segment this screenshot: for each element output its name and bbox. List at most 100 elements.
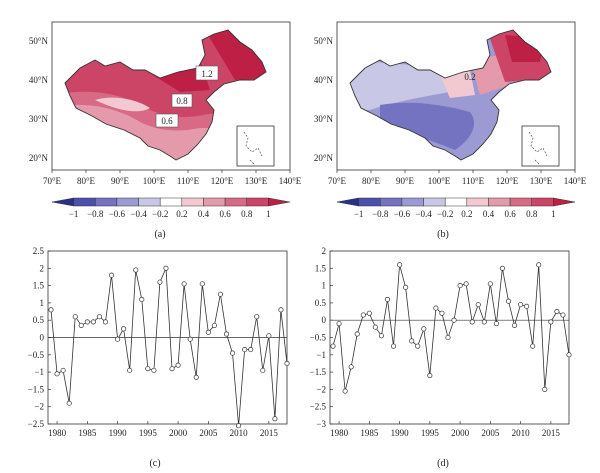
x-tick-label: 1995 (421, 428, 440, 438)
colorbar-segment (553, 197, 576, 207)
data-point (108, 272, 115, 278)
y-tick-label: −2 (316, 384, 326, 394)
x-tick-label: 1985 (78, 428, 97, 438)
colorbar-segment (531, 197, 554, 207)
data-point (427, 373, 433, 379)
data-point (475, 302, 481, 308)
colorbar-segment (466, 197, 489, 207)
map-b-band-1 (505, 35, 545, 62)
map-a-lat-tick: 30°N (29, 114, 49, 124)
data-point (487, 281, 493, 287)
data-point (469, 319, 475, 325)
data-point (390, 343, 397, 349)
data-point (199, 281, 205, 287)
data-point (397, 262, 403, 268)
lon-tick-label: 100°E (428, 176, 451, 186)
y-tick-label: 1.5 (33, 281, 45, 291)
data-point (511, 322, 518, 328)
lon-tick-label: 120°E (211, 176, 234, 186)
y-tick-label: 1 (322, 281, 327, 291)
lon-tick-label: 130°E (530, 176, 553, 186)
data-point (505, 298, 512, 304)
data-point (157, 279, 163, 285)
chart-d-caption: (d) (437, 458, 449, 469)
data-point (223, 331, 230, 337)
colorbar-tick-label: −0.8 (87, 209, 104, 219)
map-a-lat-tick: 40°N (29, 75, 49, 85)
x-tick-label: 2000 (169, 428, 188, 438)
y-tick-label: −2.5 (28, 419, 45, 429)
colorbar-tick-label: 0.2 (176, 209, 187, 219)
x-tick-label: 1980 (48, 428, 67, 438)
x-tick-label: 1980 (330, 428, 349, 438)
colorbar-tick-label: −0.8 (372, 209, 389, 219)
y-tick-label: −0.5 (310, 333, 327, 343)
colorbar-segment (95, 197, 118, 207)
data-point (560, 312, 566, 318)
data-point (139, 296, 145, 302)
colorbar-segment (203, 197, 226, 207)
data-point (342, 388, 348, 394)
x-tick-label: 2005 (199, 428, 218, 438)
y-tick-label: 0.5 (33, 315, 45, 325)
colorbar-segment (268, 197, 291, 207)
x-tick-label: 2010 (512, 428, 531, 438)
data-point (439, 310, 445, 316)
data-point (48, 307, 54, 313)
data-point (254, 314, 260, 320)
data-point (78, 322, 84, 328)
x-tick-label: 2015 (260, 428, 279, 438)
data-point (542, 386, 548, 392)
y-tick-label: 1.5 (315, 263, 327, 273)
lon-tick-label: 90°E (396, 176, 415, 186)
lon-tick-label: 70°E (328, 176, 347, 186)
map-a-frame (51, 21, 291, 171)
data-point (530, 343, 536, 349)
data-point (421, 326, 427, 332)
colorbar-tick-label: 0.8 (526, 209, 538, 219)
y-tick-label: 0 (322, 315, 327, 325)
map-b: 0.2 50°N 40°N 30°N 20°N 70°E 80°E 90°E 100°… (314, 21, 587, 186)
series-line (332, 264, 570, 392)
data-point (524, 303, 530, 309)
colorbar-segment (51, 197, 74, 207)
data-point (409, 338, 415, 344)
colorbar-tick-label: −0.2 (437, 209, 453, 219)
lon-tick-label: 100°E (143, 176, 166, 186)
data-point (151, 367, 157, 373)
colorbar-segment (509, 197, 532, 207)
data-point (354, 331, 360, 337)
data-point (348, 364, 354, 370)
data-point (366, 310, 372, 316)
data-point (536, 262, 542, 268)
data-point (229, 350, 236, 356)
data-point (403, 284, 409, 290)
data-point (360, 312, 366, 318)
data-point (415, 343, 421, 349)
data-point (566, 352, 572, 358)
y-tick-label: −2.5 (310, 402, 327, 412)
colorbar-tick-label: 0.4 (483, 209, 495, 219)
colorbar-segment (138, 197, 161, 207)
colorbar-segment (380, 197, 403, 207)
colorbar-tick-label: −0.6 (394, 209, 411, 219)
colorbar-tick-label: −1 (354, 209, 364, 219)
map-a-contour-label: 0.6 (161, 116, 173, 126)
colorbar-segment (246, 197, 269, 207)
colorbar-tick-label: −0.6 (109, 209, 126, 219)
data-point (433, 305, 439, 311)
map-b-caption: (b) (437, 229, 449, 240)
data-point (133, 267, 139, 273)
data-point (217, 291, 223, 297)
colorbar-segment (401, 197, 424, 207)
colorbar-tick-label: 1 (266, 209, 271, 219)
map-b-inset (521, 125, 560, 167)
y-tick-label: −0.5 (28, 350, 45, 360)
data-point (175, 362, 181, 368)
map-b-frame (336, 21, 576, 171)
data-point (330, 343, 336, 349)
data-point (54, 371, 60, 377)
data-point (554, 308, 560, 315)
colorbar-segment (358, 197, 381, 207)
